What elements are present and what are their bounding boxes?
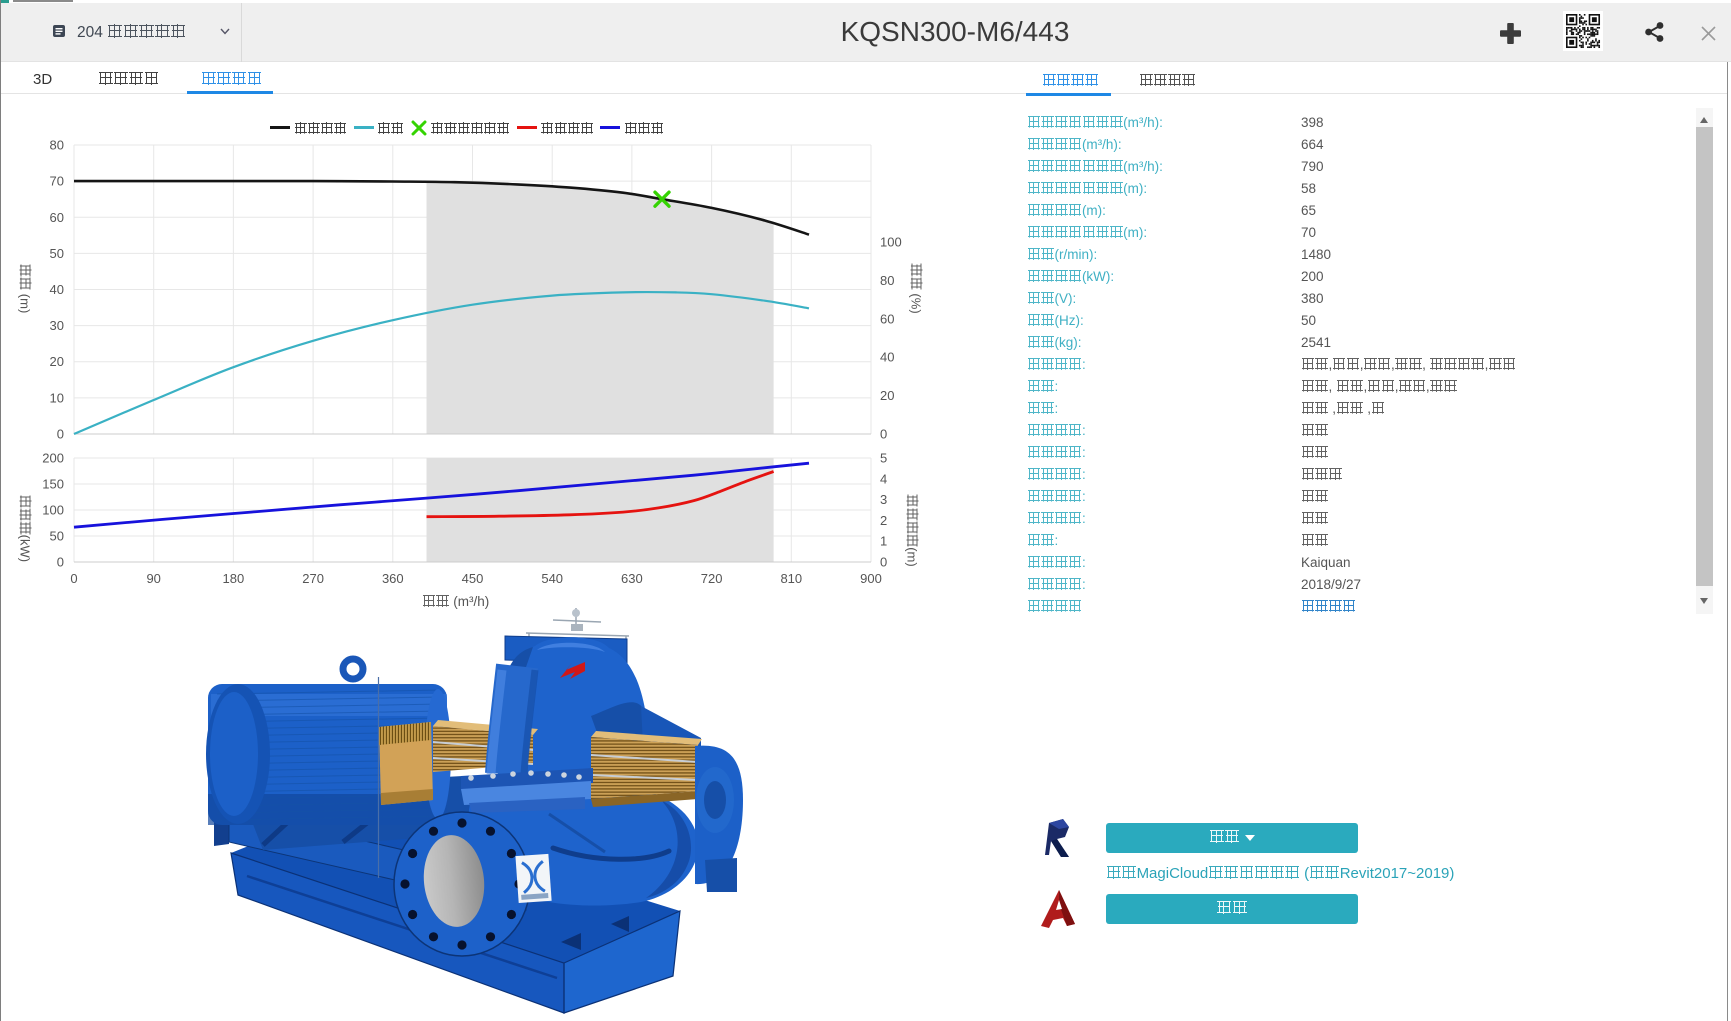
svg-text:810: 810: [780, 571, 802, 586]
svg-text:60: 60: [50, 210, 64, 225]
svg-text:30: 30: [50, 318, 64, 333]
svg-text:630: 630: [621, 571, 643, 586]
svg-text:0: 0: [880, 555, 887, 570]
svg-text:100: 100: [880, 235, 902, 250]
svg-text:40: 40: [50, 282, 64, 297]
svg-text:50: 50: [50, 529, 64, 544]
svg-text:50: 50: [50, 246, 64, 261]
svg-text:20: 20: [880, 388, 894, 403]
svg-text:900: 900: [860, 571, 882, 586]
svg-text:80: 80: [880, 273, 894, 288]
svg-text:2: 2: [880, 513, 887, 528]
svg-text:150: 150: [42, 477, 64, 492]
svg-text:180: 180: [223, 571, 245, 586]
svg-text:0: 0: [70, 571, 77, 586]
svg-text:90: 90: [146, 571, 160, 586]
svg-text:70: 70: [50, 174, 64, 189]
svg-text:4: 4: [880, 471, 887, 486]
svg-text:540: 540: [541, 571, 563, 586]
svg-text:450: 450: [462, 571, 484, 586]
svg-text:60: 60: [880, 311, 894, 326]
svg-text:270: 270: [302, 571, 324, 586]
svg-text:0: 0: [57, 555, 64, 570]
svg-text:360: 360: [382, 571, 404, 586]
svg-text:40: 40: [880, 350, 894, 365]
svg-text:5: 5: [880, 451, 887, 466]
svg-text:0: 0: [880, 427, 887, 442]
svg-text:3: 3: [880, 492, 887, 507]
svg-text:200: 200: [42, 451, 64, 466]
svg-text:1: 1: [880, 534, 887, 549]
svg-text:10: 10: [50, 390, 64, 405]
svg-text:0: 0: [57, 427, 64, 442]
svg-text:80: 80: [50, 138, 64, 153]
svg-text:720: 720: [701, 571, 723, 586]
svg-text:100: 100: [42, 503, 64, 518]
svg-text:20: 20: [50, 354, 64, 369]
